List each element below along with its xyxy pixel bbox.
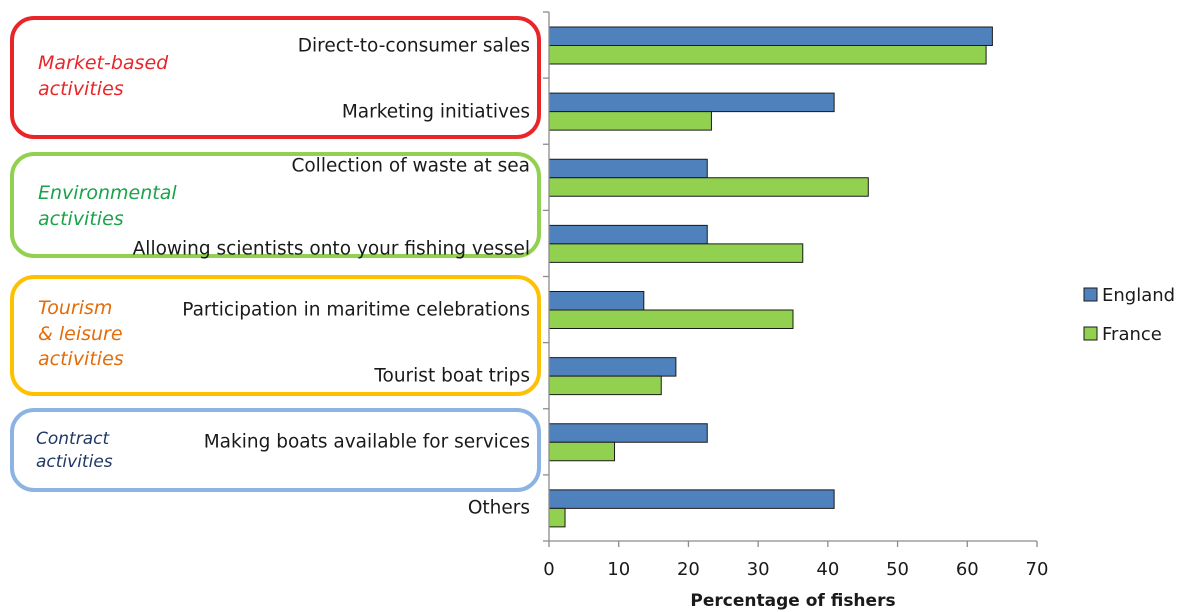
x-tick-label: 60 (956, 559, 979, 580)
legend-label-france: France (1102, 324, 1162, 345)
group-label: Environmental activities (38, 182, 177, 230)
bar-france (548, 45, 987, 65)
x-tick-label: 70 (1026, 559, 1049, 580)
category-label: Others (467, 497, 530, 519)
group-label: Contract activities (36, 429, 113, 472)
category-label: Allowing scientists onto your fishing ve… (132, 238, 530, 260)
bar-england (548, 92, 835, 113)
x-tick-label: 30 (747, 559, 770, 580)
group-label: Tourism & leisure activities (38, 297, 124, 371)
bar-england (548, 357, 677, 377)
group-box (10, 408, 541, 492)
x-tick-label: 10 (607, 559, 630, 580)
bar-france (548, 309, 794, 329)
category-label: Participation in maritime celebrations (182, 299, 530, 321)
category-label: Direct-to-consumer sales (297, 35, 530, 56)
bar-england (548, 423, 708, 443)
bar-england (548, 291, 645, 311)
bar-england (548, 224, 708, 245)
bar-england (548, 489, 835, 509)
bar-france (548, 507, 566, 528)
legend-swatch-england (1083, 287, 1098, 302)
category-label: Collection of waste at sea (291, 155, 530, 177)
legend-label-england: England (1102, 285, 1175, 306)
x-axis-title: Percentage of fishers (690, 591, 895, 611)
x-tick-label: 0 (543, 559, 554, 580)
group-box (10, 16, 541, 139)
bar-england (548, 158, 708, 179)
x-tick-label: 20 (677, 559, 700, 580)
bar-france (548, 177, 869, 197)
bar-france (548, 441, 616, 462)
group-box (10, 275, 541, 396)
category-label: Making boats available for services (203, 431, 530, 453)
bar-france (548, 243, 804, 263)
x-tick-label: 50 (886, 559, 909, 580)
group-label: Market-based activities (38, 52, 169, 100)
bar-france (548, 111, 712, 131)
bar-france (548, 375, 662, 396)
x-tick-label: 40 (816, 559, 839, 580)
bar-england (548, 26, 993, 46)
category-label: Tourist boat trips (374, 365, 530, 387)
category-label: Marketing initiatives (341, 101, 530, 123)
group-box (10, 152, 541, 258)
legend-swatch-france (1083, 326, 1098, 341)
